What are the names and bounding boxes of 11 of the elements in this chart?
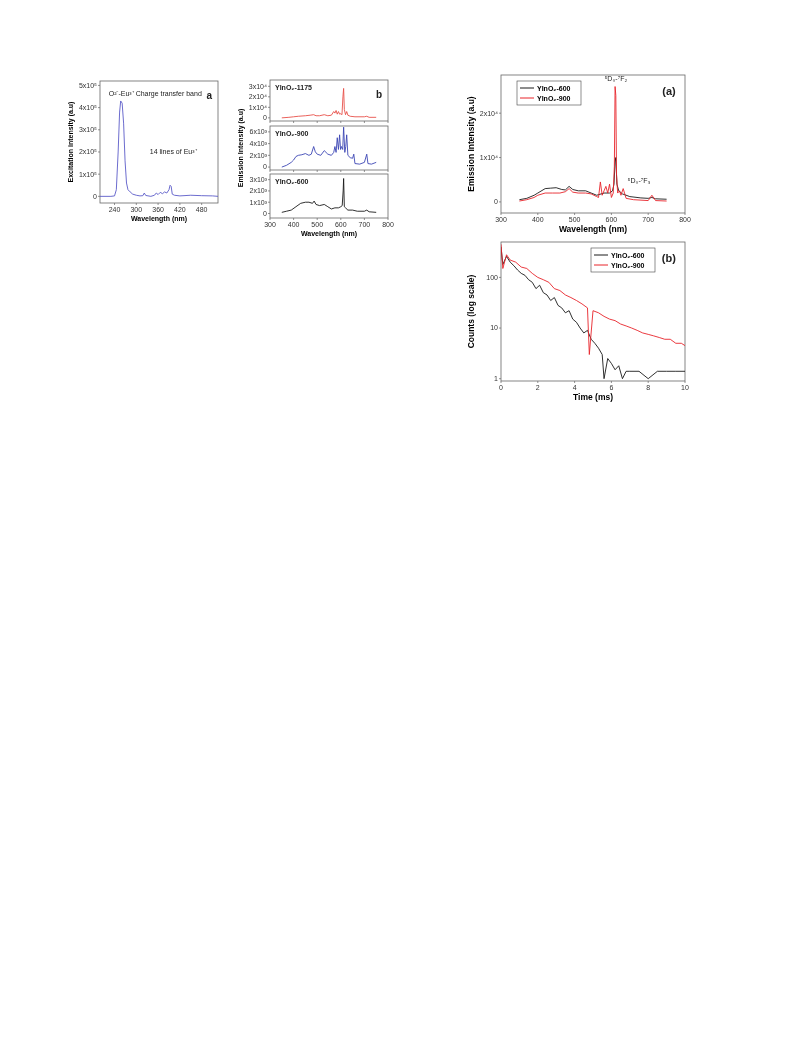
annotation: (b) <box>661 251 677 264</box>
y-axis-title: Counts (log scale) <box>466 274 476 349</box>
x-axis-title: Time (ms) <box>573 392 614 402</box>
annotation: (a) <box>662 84 677 97</box>
annotation: a <box>206 90 213 102</box>
line-series <box>518 157 668 201</box>
x-axis-title: Wavelength (nm) <box>558 224 628 234</box>
y-axis-title: Emission Intensity (a.u) <box>466 96 476 192</box>
annotation: b <box>375 89 383 101</box>
line-series <box>100 100 218 197</box>
line-series <box>501 243 685 355</box>
